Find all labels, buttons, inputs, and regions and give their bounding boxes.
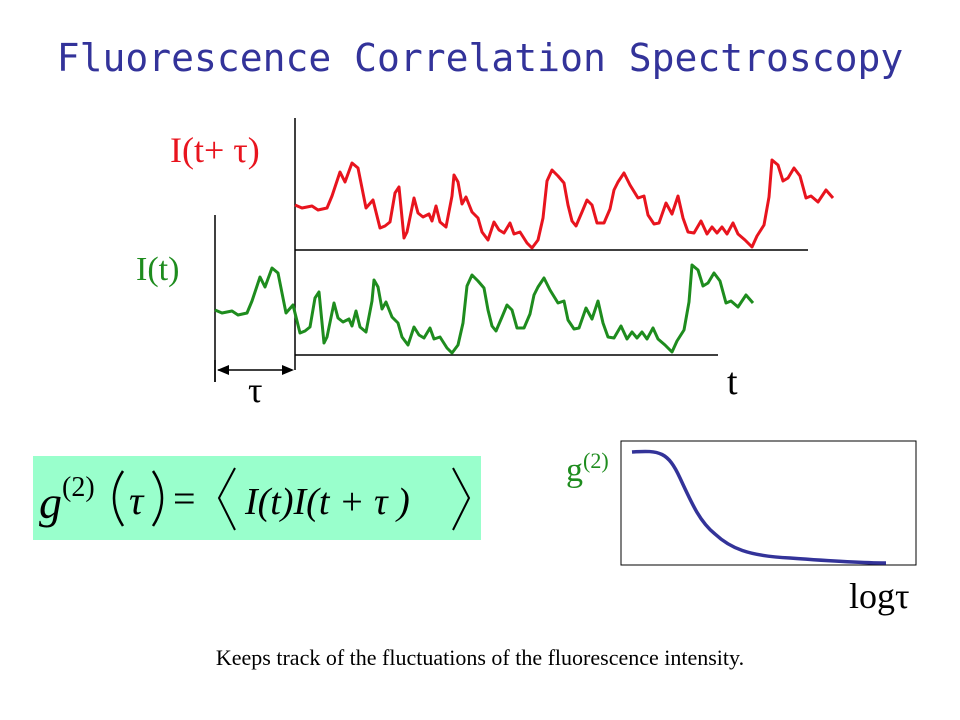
log-tau-label: logτ xyxy=(849,576,909,616)
time-axis-label: t xyxy=(727,361,738,403)
equation-right-angle xyxy=(452,467,471,531)
shifted-intensity-label: I(t+ τ) xyxy=(170,130,260,170)
caption: Keeps track of the fluctuations of the f… xyxy=(215,645,745,670)
equation-tau: τ xyxy=(129,478,145,523)
decay-curve xyxy=(631,449,887,565)
intensity-label: I(t) xyxy=(136,251,179,288)
equation-rhs: I(t)I(t + τ ) xyxy=(244,481,410,523)
g2-equation: g(2) τ = I(t)I(t + τ ) xyxy=(39,467,471,531)
equation-lhs-function: g(2) xyxy=(39,472,95,528)
g2-equation-box: g(2) τ = I(t)I(t + τ ) xyxy=(33,456,481,540)
g2-label-superscript: (2) xyxy=(583,448,609,473)
equation-equals: = xyxy=(173,476,196,521)
page-title: Fluorescence Correlation Spectroscopy xyxy=(56,36,904,80)
equation-superscript: (2) xyxy=(62,472,95,503)
intensity-trace xyxy=(214,263,755,355)
tau-arrow-head-right xyxy=(282,365,294,375)
tau-arrow-head-left xyxy=(217,365,229,375)
shifted-intensity-trace xyxy=(294,158,835,250)
equation-left-angle xyxy=(217,467,236,531)
g2-label-main: g xyxy=(566,452,583,489)
tau-label: τ xyxy=(248,370,262,410)
equation-open-paren xyxy=(112,470,125,527)
g2-axis-label: g(2) xyxy=(566,448,609,489)
equation-g: g xyxy=(39,477,62,528)
equation-close-paren xyxy=(151,470,164,527)
decay-plot-frame xyxy=(620,440,917,566)
